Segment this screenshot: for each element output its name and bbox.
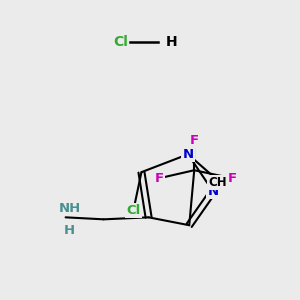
Text: F: F <box>155 172 164 185</box>
Text: F: F <box>190 134 199 147</box>
Text: Cl: Cl <box>126 204 141 217</box>
Text: F: F <box>228 172 237 185</box>
Text: NH: NH <box>58 202 81 215</box>
Text: N: N <box>207 185 218 198</box>
Text: H: H <box>64 224 75 237</box>
Text: N: N <box>182 148 194 161</box>
Text: Cl: Cl <box>113 35 128 49</box>
Text: CH₃: CH₃ <box>208 176 232 189</box>
Text: H: H <box>166 35 178 49</box>
